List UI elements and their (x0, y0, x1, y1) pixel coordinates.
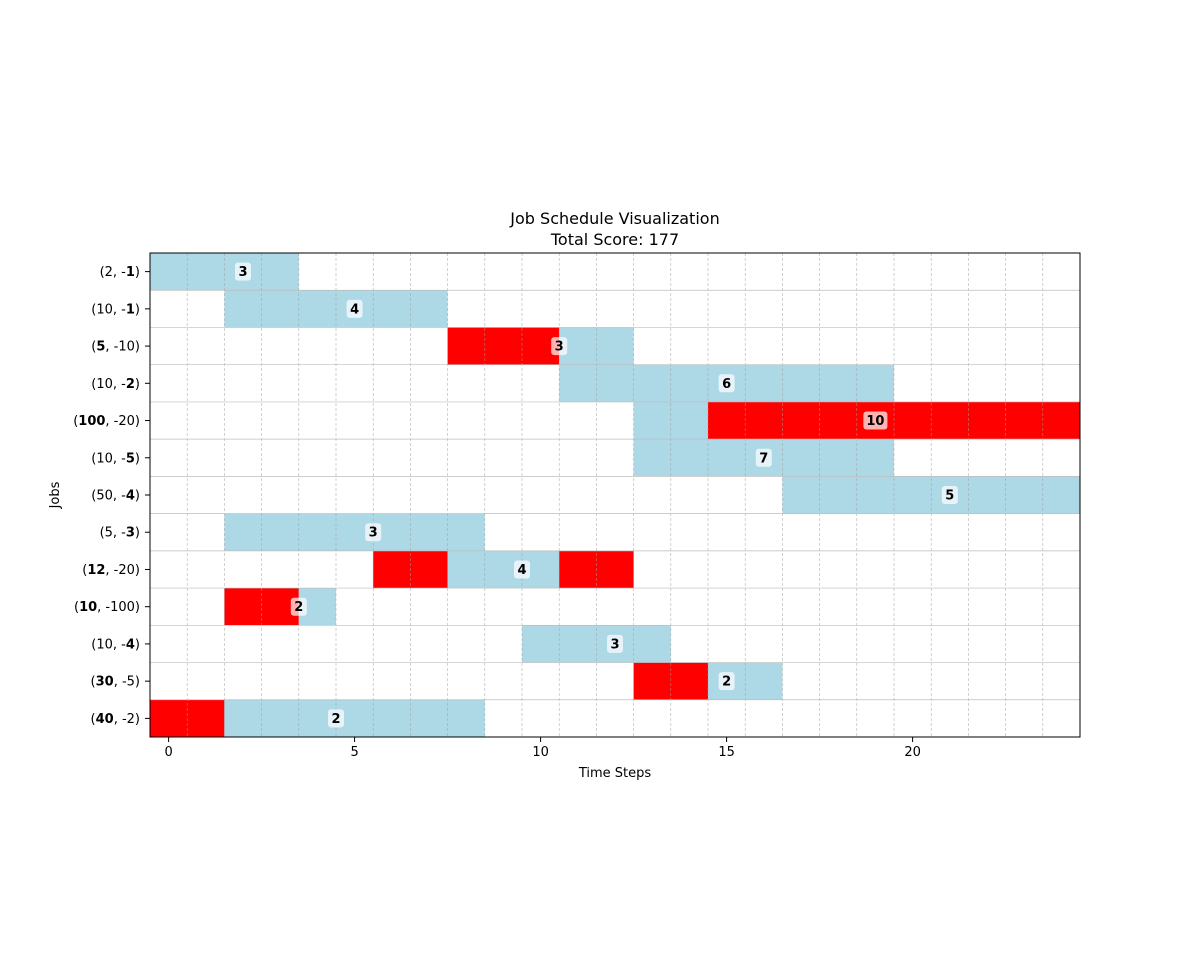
duration-label-bg (235, 262, 251, 281)
duration-label: 6 (722, 377, 731, 392)
duration-label-bg (718, 374, 735, 393)
duration-label-bg (551, 337, 568, 356)
duration-label-bg (365, 523, 382, 542)
job-label: (10, -1) (91, 302, 140, 317)
job-label: (50, -4) (91, 489, 140, 504)
job-label: (10, -2) (91, 377, 140, 392)
x-tick-label: 15 (718, 745, 735, 760)
x-tick-label: 0 (164, 745, 172, 760)
duration-label: 4 (517, 563, 526, 578)
duration-label-bg (328, 709, 344, 728)
duration-label: 5 (945, 489, 954, 504)
job-bar-7-segment-0 (224, 513, 485, 551)
job-label: (10, -100) (74, 600, 140, 615)
y-axis-label: Jobs (48, 481, 63, 509)
duration-label-bg (718, 672, 735, 691)
job-label: (30, -5) (91, 675, 140, 690)
duration-label: 7 (759, 451, 768, 466)
job-bar-12-segment-1 (224, 699, 485, 737)
duration-label: 3 (610, 637, 619, 652)
job-label: (10, -4) (91, 637, 140, 652)
job-label: (12, -20) (82, 563, 140, 578)
job-label: (5, -3) (100, 526, 140, 541)
job-bar-8-segment-1 (447, 550, 560, 589)
job-label: (40, -2) (91, 712, 140, 727)
job-label: (10, -5) (91, 451, 140, 466)
job-label: (100, -20) (73, 414, 140, 429)
x-tick-label: 20 (904, 745, 921, 760)
duration-label: 3 (238, 265, 247, 280)
duration-label: 3 (369, 526, 378, 541)
x-tick-label: 5 (350, 745, 358, 760)
job-label: (2, -1) (100, 265, 140, 280)
duration-label-bg (755, 448, 772, 467)
duration-label-bg (346, 299, 363, 318)
x-axis-label: Time Steps (578, 766, 652, 781)
chart-title: Job Schedule Visualization (509, 209, 719, 228)
chart-subtitle: Total Score: 177 (550, 230, 679, 249)
duration-label-bg (607, 634, 623, 653)
job-bar-2-segment-0 (447, 327, 560, 365)
duration-label-bg (514, 560, 530, 579)
x-tick-label: 10 (532, 745, 549, 760)
duration-label: 3 (555, 340, 564, 355)
job-label: (5, -10) (91, 340, 140, 355)
duration-label-bg (290, 597, 307, 616)
duration-label: 2 (331, 712, 340, 727)
duration-label: 2 (294, 600, 303, 615)
duration-label: 2 (722, 675, 731, 690)
duration-label: 10 (866, 414, 884, 429)
duration-label: 4 (350, 302, 359, 317)
duration-label-bg (941, 486, 958, 504)
duration-label-bg (863, 411, 888, 430)
